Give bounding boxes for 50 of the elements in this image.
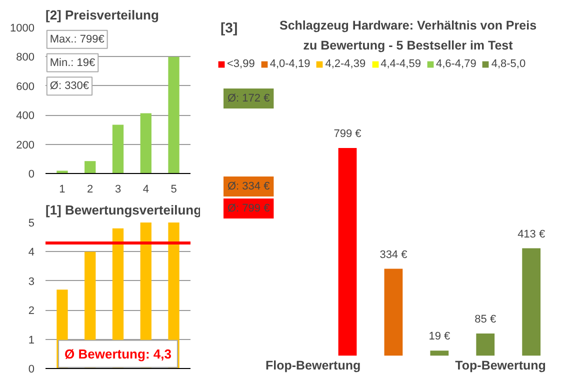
text: Top-Bewertung: [455, 358, 546, 372]
bar: [338, 148, 357, 356]
chart-title: Schlagzeug Hardware: Verhältnis von Preis zu Bewertung - 5 Bestseller im Test: [279, 18, 537, 52]
annotation: Ø: 330€: [50, 80, 90, 92]
y-tick-label: 2: [28, 305, 35, 318]
x-tick-label: 1: [59, 184, 66, 196]
legend-label: 4,0-4,19: [270, 58, 310, 70]
x-tick-label: 5: [170, 184, 177, 196]
bar: [384, 268, 403, 356]
bar: [168, 56, 180, 174]
bar: [84, 161, 96, 174]
annotation: Ø Bewertung: 4,3: [64, 346, 172, 362]
bar: [430, 350, 449, 356]
y-tick-label: 200: [16, 139, 35, 152]
bar: [56, 170, 68, 174]
y-tick-label: 400: [16, 110, 35, 122]
bar: [112, 124, 124, 174]
text: Ø: 799 €: [228, 202, 270, 214]
annotation: Min.: 19€: [50, 56, 96, 69]
data-label: 413 €: [518, 228, 546, 240]
y-tick-label: 800: [16, 52, 35, 64]
x-tick-label: 4: [142, 184, 149, 196]
y-tick-label: 0: [28, 168, 35, 180]
bar: [476, 334, 495, 356]
text: Flop-Bewertung: [265, 358, 361, 372]
legend-label: 4,8-5,0: [491, 58, 526, 70]
x-tick-label: 3: [114, 184, 122, 196]
annotation: Max.: 799€: [50, 33, 104, 46]
text: Ø: 334 €: [228, 180, 270, 192]
y-tick-label: 4: [28, 246, 35, 259]
bar: [522, 248, 541, 356]
legend-label: 4,2-4,39: [325, 58, 366, 70]
legend-label: 4,6-4,79: [436, 58, 476, 70]
legend-label: 4,4-4,59: [380, 58, 421, 70]
y-tick-label: 0: [28, 364, 35, 376]
y-tick-label: 3: [28, 276, 35, 288]
data-label: 799 €: [334, 128, 362, 140]
y-tick-label: 1000: [10, 22, 35, 34]
bar: [140, 113, 152, 174]
text: [3]: [220, 20, 238, 36]
y-tick-label: 600: [16, 80, 35, 93]
data-label: 85 €: [474, 314, 496, 326]
y-tick-label: 1: [28, 334, 35, 346]
text: [2] Preisverteilung: [46, 8, 159, 22]
text: Ø: 172 €: [228, 92, 270, 104]
x-tick-label: 2: [87, 184, 94, 196]
data-label: 334 €: [380, 248, 408, 261]
y-tick-label: 5: [28, 218, 35, 230]
legend-label: <3,99: [227, 58, 255, 70]
data-label: 19 €: [428, 330, 450, 343]
